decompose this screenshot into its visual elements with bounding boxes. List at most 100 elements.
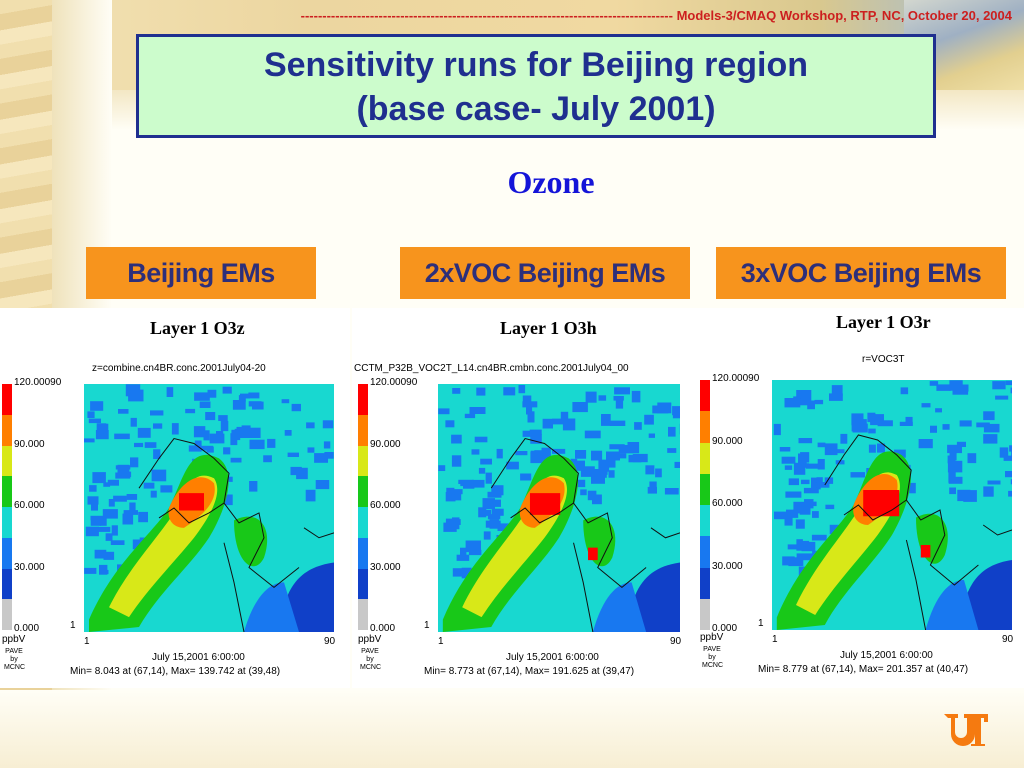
map-cell-low [234, 428, 249, 438]
map-cell-low [125, 384, 141, 397]
map-cell-low [90, 401, 104, 411]
map-cell-low [798, 438, 813, 444]
province-boundary-south [573, 542, 594, 632]
min-max-label: Min= 8.043 at (67,14), Max= 139.742 at (… [70, 666, 281, 677]
colorbar [700, 380, 710, 630]
pave-label: PAVE by MCNC [4, 648, 25, 671]
map-cell-low [230, 457, 242, 463]
panel-label-3: 3xVOC Beijing EMs [716, 247, 1006, 299]
map-cell-low [1008, 490, 1012, 497]
map-cell-low [249, 439, 265, 450]
background-bottom [0, 690, 1024, 768]
map-cell-low [117, 464, 130, 477]
map-cell-low [793, 462, 806, 475]
map-cell-low [824, 443, 838, 456]
map-cell-low [238, 395, 246, 402]
map-cell-low [491, 508, 504, 516]
map-cell-low [236, 426, 244, 432]
map-cell-low [118, 409, 129, 414]
map-cell-low [249, 481, 258, 492]
map-cell-low [220, 420, 229, 432]
map-cell-low [480, 458, 492, 465]
layer-title: Layer 1 O3z [150, 318, 245, 338]
map-cell-low [92, 472, 106, 484]
units-label: ppbV [358, 634, 382, 645]
title-box: Sensitivity runs for Beijing region (bas… [136, 34, 936, 138]
map-cell-low [305, 489, 316, 502]
map-cell-low [150, 410, 164, 416]
map-cell-low [594, 469, 608, 475]
map-cell-low [487, 514, 501, 520]
map-cell-low [785, 491, 802, 498]
map-cell-low [132, 539, 141, 550]
colorbar-tick-label: 60.000 [712, 498, 743, 509]
map-cell-low [496, 448, 503, 459]
colorbar-segment [700, 567, 710, 599]
colorbar-tick-label: 0.000 [712, 623, 738, 634]
colorbar-tick-label: 60.000 [14, 500, 45, 511]
map-cell-low [600, 459, 616, 468]
map-cell-low [905, 416, 913, 426]
map-cell-low [87, 496, 99, 505]
map-cell-low [803, 487, 819, 494]
map-cell-low [817, 442, 826, 448]
colorbar-segment [358, 384, 368, 415]
ozone-max-hotspot [179, 493, 204, 511]
map-cell-low [185, 408, 196, 414]
map-cell-low [678, 408, 680, 416]
map-cell-low [804, 499, 814, 509]
map-cell-low [451, 455, 462, 467]
map-cell-low [267, 438, 276, 448]
map-cell-low [209, 433, 225, 444]
map-cell-low [446, 487, 455, 499]
map-cell-low [788, 557, 804, 567]
ozone-plot-3xvoc: Layer 1 O3r r=VOC3T 120.00090 90.000 60.000 3… [690, 308, 1024, 688]
map-cell-low [84, 438, 95, 443]
map-cell-low [784, 514, 793, 526]
map-cell-low [644, 414, 654, 425]
map-cell-low [99, 564, 108, 575]
map-cell-low [877, 420, 893, 427]
map-cell-low [94, 549, 107, 559]
date-label: July 15,2001 6:00:00 [840, 650, 933, 661]
map-cell-low [123, 510, 138, 515]
map-cell-low [921, 403, 931, 408]
workshop-header: ----------------------------------------… [80, 8, 1012, 26]
map-cell-low [144, 442, 157, 448]
map-cell-low [552, 448, 566, 454]
map-cell-low [287, 452, 299, 457]
map-cell-low [126, 494, 138, 500]
map-cell-low [649, 481, 657, 489]
map-cell-low [111, 525, 118, 536]
x-axis-start: 1 [84, 636, 90, 647]
map-cell-low [899, 421, 913, 426]
colorbar-tick-label: 120.00090 [370, 377, 418, 388]
city-boundary [158, 502, 225, 524]
map-cell-low [526, 405, 533, 415]
colorbar-tick-label: 30.000 [14, 561, 45, 573]
map-cell-low [796, 390, 812, 402]
map-cell-low [105, 533, 113, 541]
colorbar-tick-label: 30.000 [712, 560, 743, 572]
map-cell-low [452, 517, 460, 524]
map-cell-low [108, 499, 115, 507]
colorbar-segment [700, 536, 710, 568]
map-cell-low [947, 460, 963, 473]
map-cell-low [114, 433, 130, 440]
ozone-concentration-map [772, 380, 1012, 630]
colorbar-segment [358, 507, 368, 538]
map-cell-low [194, 392, 210, 401]
province-boundary-south [905, 539, 927, 630]
map-cell-low [438, 465, 446, 471]
map-cell-low [497, 523, 513, 531]
map-cell-low [89, 485, 97, 492]
colorbar-segment [2, 568, 12, 600]
map-cell-low [580, 489, 587, 496]
map-cell-low [487, 491, 502, 498]
map-cell-low [918, 439, 933, 449]
map-cell-low [247, 427, 261, 438]
map-cell-low [976, 422, 990, 428]
map-cell-low [867, 412, 876, 423]
province-boundary [824, 434, 979, 586]
map-cell-low [188, 445, 202, 452]
